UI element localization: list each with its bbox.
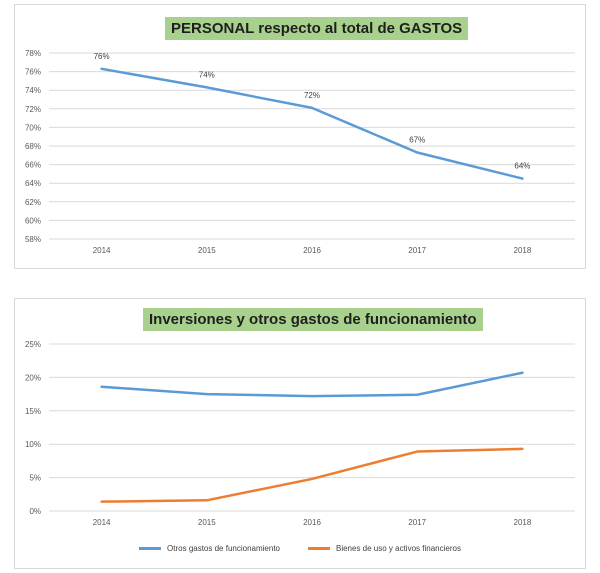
y-tick-label: 5% [29, 474, 41, 483]
data-label: 74% [199, 70, 215, 79]
x-tick-label: 2016 [303, 246, 321, 255]
y-tick-label: 72% [25, 105, 41, 114]
legend: Otros gastos de funcionamiento Bienes de… [15, 544, 585, 553]
chart-panel-personal: PERSONAL respecto al total de GASTOS 58%… [14, 4, 586, 269]
x-tick-label: 2018 [514, 518, 532, 527]
chart-panel-inversiones: Inversiones y otros gastos de funcionami… [14, 298, 586, 569]
y-tick-label: 68% [25, 142, 41, 151]
legend-swatch [307, 547, 330, 550]
legend-label: Bienes de uso y activos financieros [335, 544, 461, 553]
x-tick-label: 2014 [93, 246, 111, 255]
x-tick-label: 2015 [198, 246, 216, 255]
data-label: 76% [94, 52, 110, 61]
chart-title: PERSONAL respecto al total de GASTOS [165, 17, 469, 40]
legend-item-bienes-de-uso: Bienes de uso y activos financieros [307, 544, 461, 553]
data-label: 67% [409, 136, 425, 145]
data-label: 72% [304, 91, 320, 100]
y-tick-label: 20% [25, 373, 41, 382]
series-line [100, 371, 524, 398]
legend-swatch [139, 547, 162, 550]
x-tick-label: 2015 [198, 518, 216, 527]
y-tick-label: 0% [29, 507, 41, 516]
x-tick-label: 2018 [514, 246, 532, 255]
legend-item-otros-gastos: Otros gastos de funcionamiento [139, 544, 280, 553]
series-line [100, 67, 524, 180]
line-chart-inversiones: 0% 5% 10% 15% 20% 25% 2014 2015 2016 2017 2018 [25, 340, 575, 527]
x-tick-label: 2016 [303, 518, 321, 527]
y-tick-label: 70% [25, 123, 41, 132]
y-tick-label: 74% [25, 86, 41, 95]
data-label: 64% [514, 162, 530, 171]
y-tick-label: 60% [25, 216, 41, 225]
y-tick-label: 62% [25, 198, 41, 207]
legend-label: Otros gastos de funcionamiento [167, 544, 280, 553]
x-tick-label: 2017 [408, 246, 426, 255]
y-tick-label: 58% [25, 235, 41, 244]
y-tick-label: 66% [25, 161, 41, 170]
y-tick-label: 25% [25, 340, 41, 349]
y-tick-label: 76% [25, 68, 41, 77]
x-tick-label: 2014 [93, 518, 111, 527]
y-tick-label: 64% [25, 179, 41, 188]
chart-title: Inversiones y otros gastos de funcionami… [143, 308, 483, 331]
line-chart-personal: 58% 60% 62% 64% 66% 68% 70% 72% 74% 76% 78% 2014 201… [25, 49, 575, 255]
x-tick-label: 2017 [408, 518, 426, 527]
y-tick-label: 15% [25, 407, 41, 416]
y-tick-label: 10% [25, 440, 41, 449]
y-tick-label: 78% [25, 49, 41, 58]
series-line [100, 447, 524, 503]
